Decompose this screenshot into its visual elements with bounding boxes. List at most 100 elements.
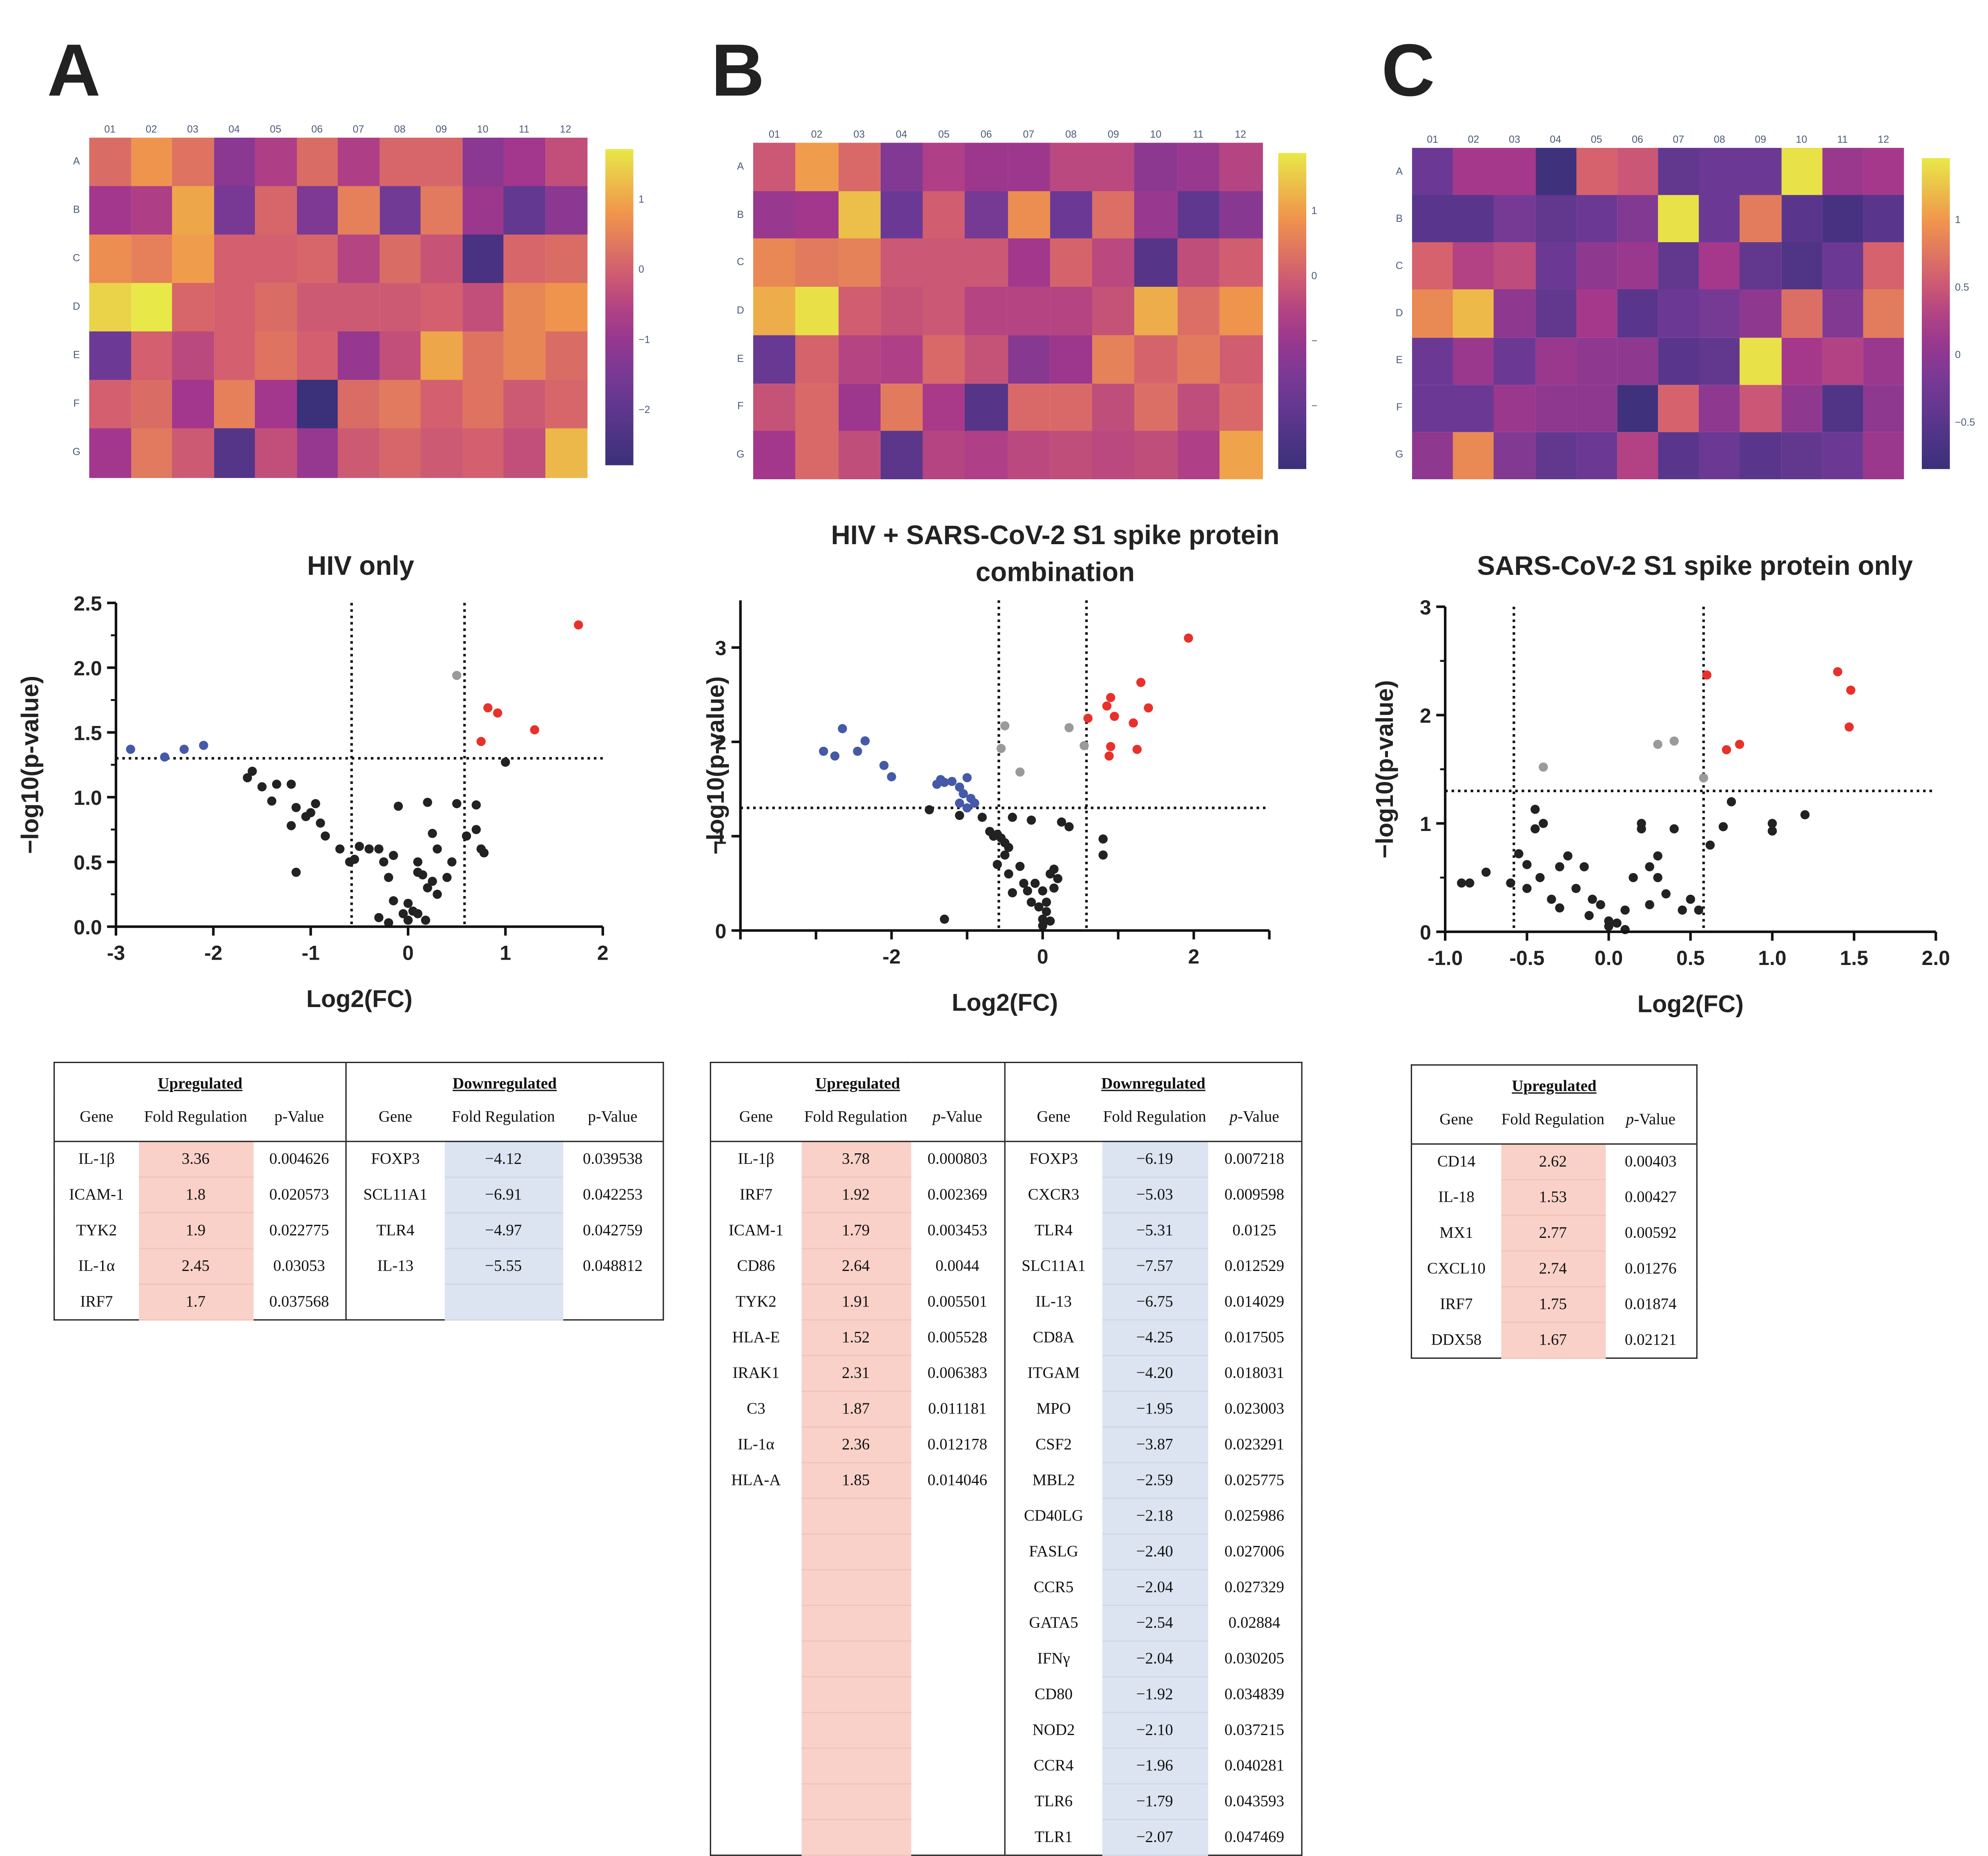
x-tick-label: -2 — [204, 941, 222, 964]
gene-name: HLA-E — [732, 1328, 780, 1346]
fold-regulation-value: 2.36 — [801, 1427, 911, 1463]
heatmap-cell — [337, 428, 380, 478]
p-value — [910, 1748, 1005, 1784]
table-row: ICAM-1 1.79 0.003453 TLR4 −5.31 0.0125 — [710, 1213, 1302, 1249]
gene-name: CD14 — [1437, 1152, 1475, 1170]
heatmap-cell — [1863, 337, 1905, 385]
x-tick-label: 0.5 — [1676, 947, 1705, 969]
p-value: 0.00427 — [1624, 1188, 1677, 1206]
fold-regulation-value: −2.18 — [1102, 1498, 1208, 1535]
x-axis-label: Log2(FC) — [306, 985, 413, 1012]
p-value: 0.020573 — [269, 1185, 329, 1204]
point-ns — [1563, 851, 1573, 861]
point-ns — [248, 766, 257, 776]
point-ns — [1629, 873, 1638, 882]
point-ns — [1522, 860, 1532, 869]
point-ns_sig — [1669, 736, 1679, 746]
p-value: 0.034839 — [1224, 1685, 1284, 1703]
heatmap-cell — [1007, 239, 1051, 288]
point-ns — [311, 799, 320, 809]
x-tick-label: 0 — [1037, 945, 1049, 968]
y-tick-label: 1.0 — [74, 786, 102, 809]
point-ns_sig — [1539, 762, 1548, 772]
table-row: ICAM-1 1.8 0.020573 SCL11A1 −6.91 0.042253 — [54, 1177, 663, 1214]
table-row: HLA-E 1.52 0.005528 CD8A −4.25 0.017505 — [710, 1320, 1302, 1356]
column-label: 11 — [1837, 134, 1848, 145]
heatmap-cell — [1134, 431, 1178, 480]
table-row: TYK2 1.9 0.022775 TLR4 −4.97 0.042759 — [54, 1213, 663, 1249]
heatmap-cell — [130, 283, 173, 332]
gene-name: CD40LG — [1004, 1498, 1102, 1534]
p-value: 0.043593 — [1224, 1792, 1284, 1810]
p-value: 0.042759 — [582, 1221, 643, 1239]
point-ns — [471, 825, 481, 834]
y-axis-label: −log10(p-value) — [16, 676, 44, 854]
point-ns — [1457, 878, 1466, 888]
column-label: 06 — [311, 123, 323, 135]
point-ns — [1645, 862, 1654, 871]
column-label: 02 — [811, 129, 823, 141]
fold-regulation-value: −1.79 — [1102, 1784, 1208, 1820]
colorbar-tick-label: −1 — [638, 334, 650, 346]
y-tick-label: 3 — [1420, 596, 1431, 619]
gene-name: IL-13 — [345, 1249, 444, 1284]
heatmap-cell — [89, 283, 132, 332]
point-ns — [286, 821, 296, 831]
point-up — [573, 620, 583, 630]
row-label: F — [73, 398, 80, 409]
colorbar-tick-label: 0 — [1311, 270, 1317, 282]
row-label: C — [736, 256, 744, 268]
heatmap-cell — [965, 287, 1008, 336]
gene-name — [710, 1499, 801, 1534]
column-header-fold-regulation: Fold Regulation — [801, 1093, 911, 1142]
colorbar-tick-label: 1 — [638, 194, 645, 205]
heatmap-cell — [795, 287, 839, 336]
heatmap-cell — [965, 335, 1008, 384]
heatmap-cell — [1219, 191, 1263, 240]
gene-name — [710, 1606, 801, 1641]
table-row: MX1 2.77 0.00592 — [1411, 1215, 1697, 1252]
p-value: 0.037215 — [1224, 1721, 1284, 1739]
heatmap-cell — [1822, 195, 1864, 243]
gene-name: CD86 — [737, 1257, 775, 1275]
point-down — [830, 751, 840, 761]
point-ns — [335, 844, 345, 854]
table-row: HLA-A 1.85 0.014046 MBL2 −2.59 0.025775 — [710, 1463, 1302, 1499]
heatmap-cell — [795, 239, 839, 288]
gene-name — [710, 1677, 801, 1712]
point-ns — [364, 844, 374, 854]
section-header-upregulated: Upregulated — [815, 1074, 900, 1092]
fold-regulation-value: 2.45 — [138, 1249, 253, 1285]
heatmap-cell — [213, 380, 256, 429]
point-ns — [1042, 898, 1051, 907]
heatmap-cell — [1453, 147, 1495, 196]
gene-name: ITGAM — [1004, 1356, 1102, 1391]
row-label: E — [73, 349, 80, 361]
heatmap-cell — [1740, 242, 1782, 291]
point-ns — [501, 757, 510, 767]
point-down — [887, 772, 896, 782]
heatmap-cell — [1658, 384, 1700, 433]
heatmap-cell — [1535, 432, 1577, 480]
heatmap-cell — [795, 143, 839, 192]
x-tick-label: 0 — [402, 941, 414, 964]
gene-name: DDX58 — [1431, 1330, 1482, 1349]
point-up — [1104, 751, 1114, 761]
heatmap-cell — [503, 283, 546, 332]
heatmap-cell — [965, 383, 1008, 432]
point-ns — [374, 844, 384, 854]
point-ns — [398, 909, 408, 918]
heatmap-cell — [922, 143, 966, 192]
heatmap-cell — [462, 235, 504, 284]
point-ns — [1053, 874, 1062, 883]
gene-name — [345, 1284, 444, 1320]
p-value: 0.014046 — [927, 1471, 988, 1489]
heatmap-cell — [1740, 337, 1782, 385]
x-tick-label: 2.0 — [1922, 947, 1950, 969]
heatmap-cell — [1617, 195, 1659, 243]
section-header-upregulated: Upregulated — [1512, 1077, 1597, 1095]
heatmap-cell — [1658, 337, 1700, 385]
p-value — [910, 1713, 1005, 1748]
gene-name: CCR5 — [1004, 1570, 1102, 1606]
heatmap-cell — [130, 137, 173, 187]
